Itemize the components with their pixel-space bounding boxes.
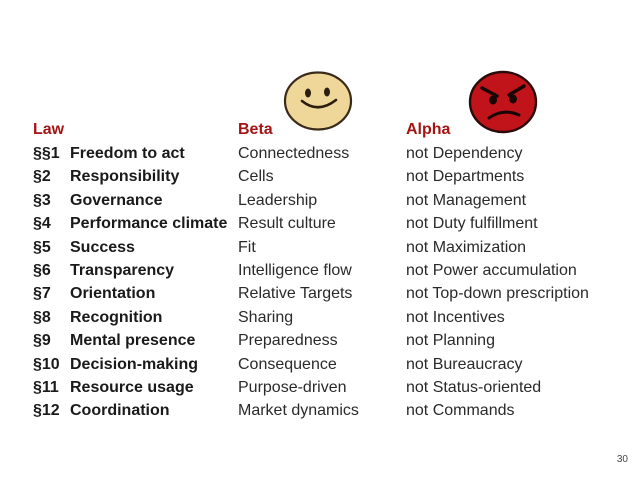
table-row: §9 Mental presence Preparedness not Plan… xyxy=(33,331,633,354)
beta-value: Preparedness xyxy=(238,332,338,350)
table-row: §7 Orientation Relative Targets not Top-… xyxy=(33,284,633,307)
law-name: Recognition xyxy=(70,308,163,326)
alpha-value: not Top-down prescription xyxy=(406,285,589,303)
beta-value: Consequence xyxy=(238,355,337,373)
smiley-face-icon xyxy=(283,71,353,131)
law-number: §11 xyxy=(33,378,59,396)
law-number: §4 xyxy=(33,215,51,233)
alpha-header: Alpha xyxy=(406,121,451,138)
alpha-value: not Duty fulfillment xyxy=(406,215,538,233)
beta-value: Connectedness xyxy=(238,145,350,162)
beta-value: Market dynamics xyxy=(238,402,359,420)
table-row: §5 Success Fit not Maximization xyxy=(33,238,633,261)
alpha-value: not Management xyxy=(406,191,527,209)
beta-value: Sharing xyxy=(238,308,294,326)
alpha-value: not Maximization xyxy=(406,238,527,256)
law-number: §7 xyxy=(33,285,51,303)
law-number: §6 xyxy=(33,261,51,279)
law-name: Coordination xyxy=(70,402,170,420)
table-row: §8 Recognition Sharing not Incentives xyxy=(33,308,633,331)
law-number: §3 xyxy=(33,191,51,209)
table-row: §11 Resource usage Purpose-driven not St… xyxy=(33,378,633,401)
alpha-value: not Power accumulation xyxy=(406,261,577,279)
law-number: §9 xyxy=(33,332,51,350)
alpha-value: not Status-oriented xyxy=(406,378,542,396)
law-name: Freedom to act xyxy=(70,145,185,162)
law-number: §10 xyxy=(33,355,60,373)
table-row: §2 Responsibility Cells not Departments xyxy=(33,167,633,190)
beta-value: Purpose-driven xyxy=(238,378,347,396)
law-name: Performance climate xyxy=(70,215,228,233)
law-name: Governance xyxy=(70,191,163,209)
law-name: Resource usage xyxy=(70,378,194,396)
law-table: §§1 Freedom to act Connectedness not Dep… xyxy=(33,144,633,425)
law-name: Mental presence xyxy=(70,332,196,350)
law-name: Responsibility xyxy=(70,168,180,186)
table-row: §10 Decision-making Consequence not Bure… xyxy=(33,355,633,378)
law-header: Law xyxy=(33,121,65,138)
law-number: §2 xyxy=(33,168,51,186)
alpha-value: not Bureaucracy xyxy=(406,355,523,373)
alpha-value: not Commands xyxy=(406,402,515,420)
table-row: §3 Governance Leadership not Management xyxy=(33,191,633,214)
beta-header: Beta xyxy=(238,121,273,138)
beta-value: Leadership xyxy=(238,191,318,209)
table-row: §12 Coordination Market dynamics not Com… xyxy=(33,401,633,424)
law-name: Orientation xyxy=(70,285,156,303)
alpha-value: not Planning xyxy=(406,332,495,350)
law-number: §12 xyxy=(33,402,60,420)
beta-value: Intelligence flow xyxy=(238,261,352,279)
law-number: §8 xyxy=(33,308,51,326)
table-row: §6 Transparency Intelligence flow not Po… xyxy=(33,261,633,284)
beta-value: Cells xyxy=(238,168,274,186)
angry-face-icon xyxy=(468,70,538,134)
law-name: Decision-making xyxy=(70,355,199,373)
table-row: §4 Performance climate Result culture no… xyxy=(33,214,633,237)
table-row: §§1 Freedom to act Connectedness not Dep… xyxy=(33,144,633,167)
beta-value: Fit xyxy=(238,238,256,256)
law-number: §5 xyxy=(33,238,51,256)
law-number: §§1 xyxy=(33,145,60,162)
alpha-value: not Departments xyxy=(406,168,525,186)
page-number: 30 xyxy=(616,454,628,465)
alpha-value: not Dependency xyxy=(406,145,523,162)
law-name: Transparency xyxy=(70,261,175,279)
law-name: Success xyxy=(70,238,135,256)
beta-value: Relative Targets xyxy=(238,285,353,303)
alpha-value: not Incentives xyxy=(406,308,505,326)
beta-value: Result culture xyxy=(238,215,336,233)
